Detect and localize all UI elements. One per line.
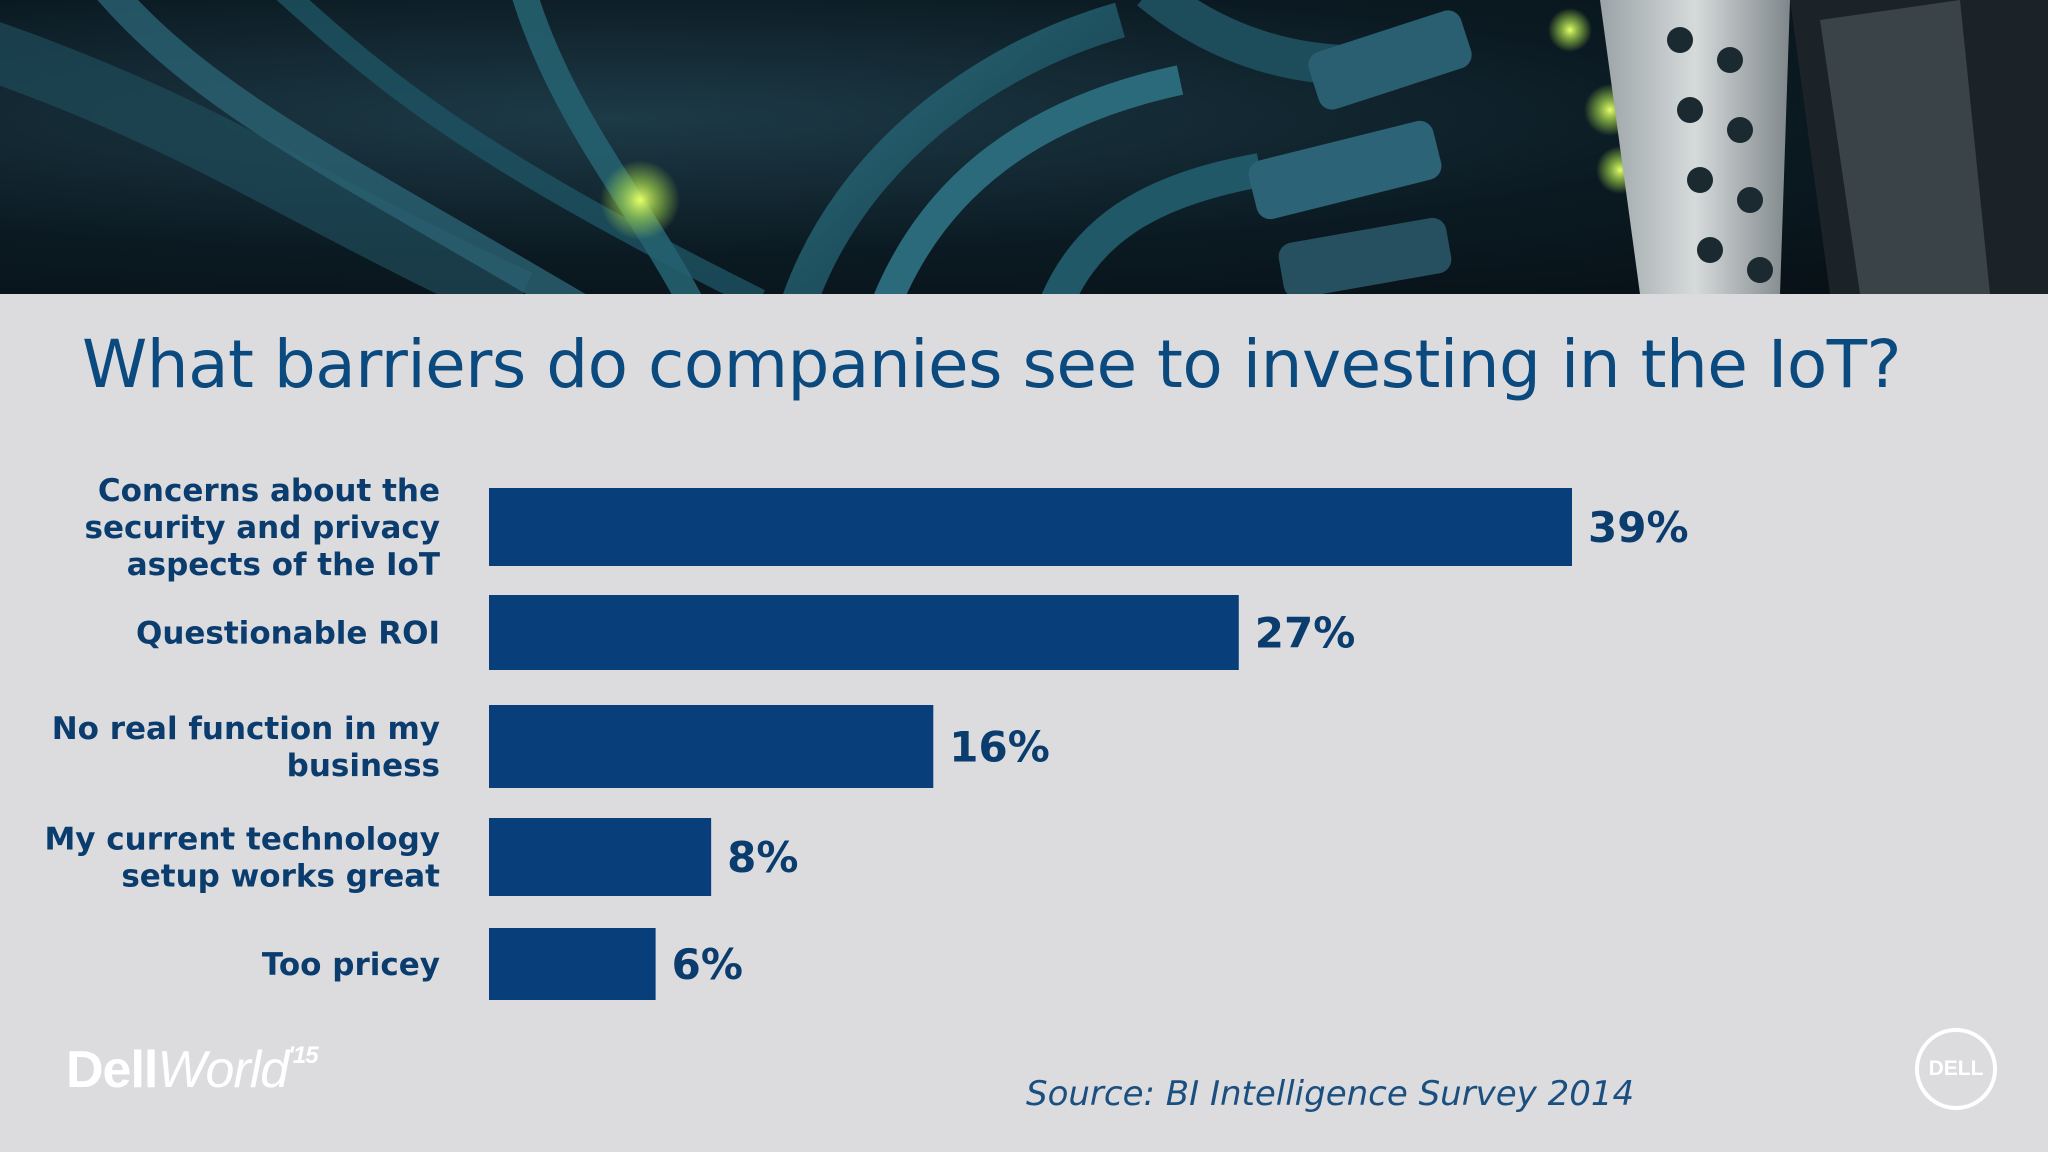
value-label-4: 8% (727, 833, 798, 882)
bar-1 (489, 488, 1572, 566)
value-label-2: 27% (1255, 609, 1356, 658)
category-label-1-line-1: Concerns about the (98, 473, 440, 509)
event-logo: DellWorld'15 (66, 1040, 319, 1100)
event-logo-year: '15 (288, 1042, 318, 1069)
category-label-3-line-1: No real function in my (52, 711, 440, 747)
source-note: Source: BI Intelligence Survey 2014 (1026, 1074, 1635, 1114)
event-logo-name: Dell (66, 1041, 158, 1099)
category-label-1-line-3: aspects of the IoT (127, 547, 440, 583)
chart-title: What barriers do companies see to invest… (82, 326, 1902, 403)
category-label-3-line-2: business (287, 748, 440, 784)
bar-5 (489, 928, 656, 1000)
value-label-5: 6% (672, 940, 743, 989)
value-label-3: 16% (949, 723, 1050, 772)
category-label-5-line-1: Too pricey (262, 947, 440, 983)
bar-3 (489, 705, 934, 788)
value-label-1: 39% (1588, 503, 1689, 552)
bar-2 (489, 595, 1239, 670)
bar-4 (489, 818, 712, 896)
hero-photo (0, 0, 2048, 294)
category-label-4-line-2: setup works great (121, 859, 440, 895)
category-label-4-line-1: My current technology (44, 822, 440, 858)
network-cables-image (0, 0, 2048, 294)
brand-logo-text: DELL (1928, 1057, 1984, 1080)
category-label-2-line-1: Questionable ROI (136, 616, 440, 652)
brand-logo: DELL (1915, 1028, 1997, 1110)
category-label-1-line-2: security and privacy (85, 510, 440, 546)
event-logo-name-world: World (157, 1041, 289, 1099)
